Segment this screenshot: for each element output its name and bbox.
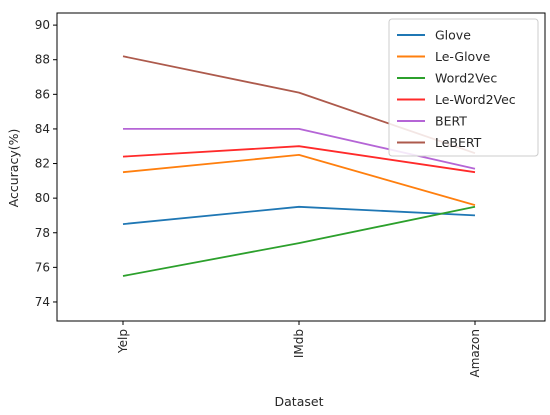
series-line-glove bbox=[122, 205, 476, 225]
x-tick-label: Yelp bbox=[116, 329, 130, 354]
series-line-le-word2vec bbox=[122, 145, 476, 174]
x-axis: Yelp IMdb Amazon bbox=[116, 321, 482, 378]
y-tick-label: 84 bbox=[35, 122, 50, 136]
x-axis-label: Dataset bbox=[275, 394, 324, 409]
y-tick-label: 90 bbox=[35, 18, 50, 32]
x-tick-label: IMdb bbox=[292, 329, 306, 358]
y-tick-label: 76 bbox=[35, 260, 50, 274]
y-tick-label: 74 bbox=[35, 295, 50, 309]
x-tick-label: Amazon bbox=[468, 329, 482, 378]
legend: Glove Le-Glove Word2Vec Le-Word2Vec BERT LeBE… bbox=[388, 18, 539, 157]
y-tick-label: 88 bbox=[35, 53, 50, 67]
legend-label: Word2Vec bbox=[435, 71, 497, 86]
y-axis: 74 76 78 80 82 84 86 88 90 bbox=[35, 18, 57, 309]
y-tick-label: 78 bbox=[35, 226, 50, 240]
legend-label: Glove bbox=[435, 28, 471, 43]
y-tick-label: 80 bbox=[35, 191, 50, 205]
legend-label: Le-Glove bbox=[435, 49, 491, 64]
legend-label: LeBERT bbox=[435, 135, 482, 150]
y-tick-label: 82 bbox=[35, 157, 50, 171]
y-tick-label: 86 bbox=[35, 87, 50, 101]
legend-box bbox=[388, 18, 539, 157]
y-axis-label: Accuracy(%) bbox=[6, 129, 21, 208]
legend-label: Le-Word2Vec bbox=[435, 92, 516, 107]
legend-label: BERT bbox=[435, 114, 467, 129]
series-line-word2vec bbox=[122, 205, 476, 277]
series-line-le-glove bbox=[122, 153, 476, 206]
